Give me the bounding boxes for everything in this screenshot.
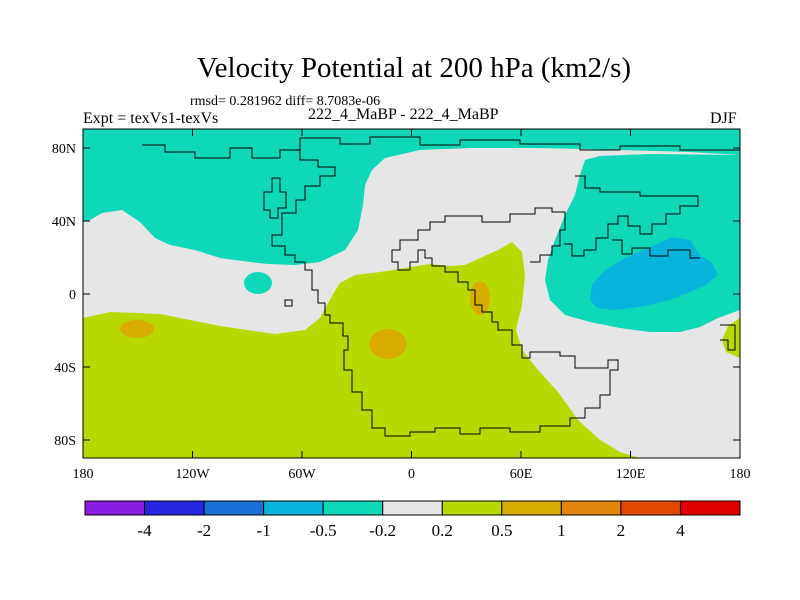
field-pos-region-south: [83, 242, 640, 458]
colorbar-label: 2: [617, 521, 626, 540]
x-tick-label: 60E: [510, 467, 533, 482]
season-label: DJF: [710, 110, 737, 127]
coastline-asia-east: [564, 175, 699, 257]
colorbar-swatch: [501, 500, 562, 516]
field-pos-blob-west: [120, 320, 154, 338]
y-tick-label: 40S: [54, 361, 76, 376]
coastline-eurasia: [299, 136, 740, 151]
colorbar-swatch: [84, 500, 146, 516]
coastline-southeast-asia: [612, 239, 700, 259]
y-tick-labels: 80N 40N 0 40S 80S: [52, 142, 76, 449]
colorbar: -4 -2 -1 -0.5 -0.2 0.2 0.5 1 2 4: [84, 500, 741, 540]
colorbar-swatch: [263, 500, 324, 516]
coastline-island-small: [284, 299, 293, 307]
colorbar-label: -2: [197, 521, 211, 540]
y-tick-label: 80S: [54, 434, 76, 449]
field-pos-blob-africa: [470, 281, 490, 315]
colorbar-swatch: [203, 500, 265, 516]
x-tick-label: 0: [408, 467, 415, 482]
colorbar-swatch: [322, 500, 384, 516]
y-tick-label: 40N: [52, 215, 76, 230]
field-neg-blob-small: [244, 272, 272, 294]
contour-field: [83, 129, 740, 458]
x-tick-label: 180: [73, 467, 94, 482]
field-neg-region-northwest: [83, 129, 740, 265]
colorbar-label: 0.5: [491, 521, 512, 540]
axis-ticks: [82, 129, 741, 458]
colorbar-label: 1: [557, 521, 566, 540]
colorbar-label: -4: [137, 521, 152, 540]
x-tick-label: 60W: [288, 467, 316, 482]
colorbar-swatch: [382, 500, 443, 516]
y-tick-label: 80N: [52, 142, 76, 157]
colorbar-swatch: [560, 500, 622, 516]
colorbar-swatch: [441, 500, 503, 516]
field-pos-blob-atlantic: [369, 329, 407, 359]
x-tick-label: 120W: [175, 467, 210, 482]
colorbar-label: 0.2: [432, 521, 453, 540]
colorbar-label: 4: [676, 521, 685, 540]
field-neg-core: [590, 237, 718, 310]
colorbar-swatch: [144, 500, 205, 516]
colorbar-swatch: [679, 500, 741, 516]
coastline-americas: [142, 144, 619, 437]
colorbar-label: -0.5: [310, 521, 337, 540]
y-tick-label: 0: [69, 288, 76, 303]
coastline-antarctic-edge: [720, 324, 736, 351]
coastlines: [142, 136, 740, 437]
stats-label: rmsd= 0.281962 diff= 8.7083e-06: [190, 94, 381, 109]
experiment-label: Expt = texVs1-texVs: [83, 110, 219, 127]
coastline-greenland: [263, 177, 287, 219]
x-tick-label: 120E: [616, 467, 646, 482]
colorbar-swatch: [620, 500, 681, 516]
page-title: Velocity Potential at 200 hPa (km2/s): [196, 52, 632, 84]
colorbar-label: -0.2: [369, 521, 396, 540]
cases-label: 222_4_MaBP - 222_4_MaBP: [308, 106, 499, 123]
x-tick-labels: 180 120W 60W 0 60E 120E 180: [73, 467, 751, 482]
x-tick-label: 180: [730, 467, 751, 482]
colorbar-label: -1: [257, 521, 271, 540]
